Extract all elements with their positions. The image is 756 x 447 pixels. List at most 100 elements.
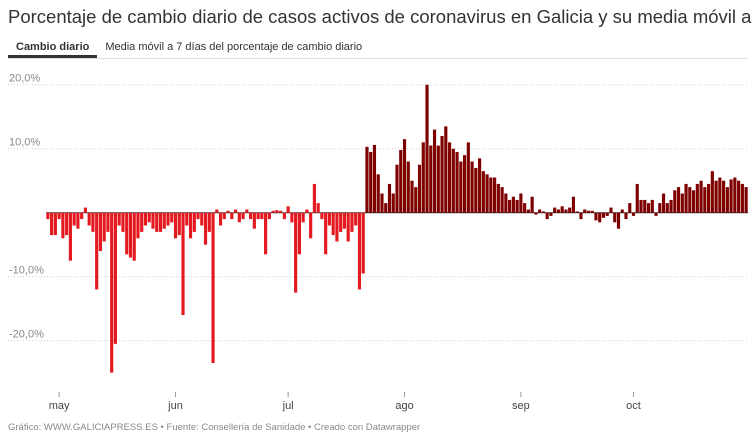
bar <box>76 212 80 229</box>
bar <box>579 212 583 220</box>
bar <box>324 212 328 255</box>
bar <box>80 212 84 220</box>
bar <box>470 161 474 213</box>
bar <box>429 145 433 213</box>
bar <box>722 180 726 213</box>
bar <box>376 174 380 213</box>
bar <box>417 164 422 213</box>
bar <box>710 171 714 213</box>
bar <box>256 212 260 220</box>
bar <box>714 180 718 213</box>
bar <box>425 84 429 213</box>
bar <box>305 209 309 213</box>
bar <box>391 193 395 213</box>
bar <box>583 209 587 213</box>
bar <box>737 180 741 213</box>
bar <box>500 187 504 213</box>
bar <box>478 158 482 213</box>
bar <box>718 177 722 213</box>
bar <box>650 199 654 213</box>
bar <box>624 212 628 220</box>
bar <box>267 212 271 220</box>
bar <box>290 212 294 223</box>
bar <box>211 212 215 364</box>
bar <box>252 212 256 229</box>
bar <box>102 212 106 242</box>
bar <box>357 212 362 290</box>
bar <box>346 212 350 242</box>
tab[interactable]: Media móvil a 7 días del porcentaje de c… <box>105 41 363 53</box>
bar <box>309 212 313 239</box>
bar <box>684 183 688 213</box>
bar <box>151 212 155 229</box>
bar <box>106 212 110 232</box>
bar <box>586 210 591 213</box>
bar <box>410 180 414 213</box>
bar <box>459 161 463 213</box>
bar <box>601 212 606 218</box>
bar <box>504 193 508 213</box>
bar <box>369 151 373 213</box>
bar <box>226 210 230 213</box>
bar <box>218 212 223 226</box>
bar <box>110 212 114 373</box>
bar <box>643 199 647 213</box>
bar <box>260 212 264 220</box>
bar <box>526 209 530 213</box>
x-tick-label: sep <box>512 400 530 412</box>
bar <box>560 206 564 213</box>
bar <box>733 177 737 213</box>
bar <box>158 212 163 232</box>
x-tick-label: jul <box>282 400 294 412</box>
bar <box>128 212 133 258</box>
bar <box>616 212 621 229</box>
bar <box>729 179 733 213</box>
bar <box>203 212 208 245</box>
bar <box>170 212 174 223</box>
bar <box>564 209 568 213</box>
source-note: Gráfico: WWW.GALICIAPRESS.ES • Fuente: C… <box>8 422 421 433</box>
bar <box>673 190 677 213</box>
bar <box>316 203 320 213</box>
bar <box>447 142 452 213</box>
bar <box>83 207 87 213</box>
bar <box>481 171 485 213</box>
bar <box>286 206 290 213</box>
bar <box>707 183 711 213</box>
bar <box>354 212 358 226</box>
bar <box>312 183 316 213</box>
bar <box>95 212 99 290</box>
bar <box>665 203 669 213</box>
bar <box>117 212 121 226</box>
bar <box>342 212 347 229</box>
bar <box>365 146 369 213</box>
bar <box>162 212 166 229</box>
chart-title: Porcentaje de cambio diario de casos act… <box>8 6 756 27</box>
bar <box>432 129 437 213</box>
bar <box>188 212 193 239</box>
tab[interactable]: Cambio diario <box>8 36 98 58</box>
bar <box>444 126 448 213</box>
bar <box>541 211 545 213</box>
bar <box>402 139 407 213</box>
bar <box>395 164 399 213</box>
bar <box>380 193 384 213</box>
bar <box>628 203 632 213</box>
bar <box>609 207 613 213</box>
bar <box>327 212 332 226</box>
bar <box>440 135 444 213</box>
bar <box>87 212 91 226</box>
bar <box>534 212 538 215</box>
bar <box>669 199 673 213</box>
bar <box>496 183 500 213</box>
bar <box>654 212 658 216</box>
bar <box>414 187 418 213</box>
bar <box>50 212 54 236</box>
bar <box>676 187 681 213</box>
bar <box>549 212 553 216</box>
bar <box>264 212 268 255</box>
bar <box>121 212 125 232</box>
bar <box>166 212 170 226</box>
bar <box>725 187 729 213</box>
bar <box>658 203 662 213</box>
